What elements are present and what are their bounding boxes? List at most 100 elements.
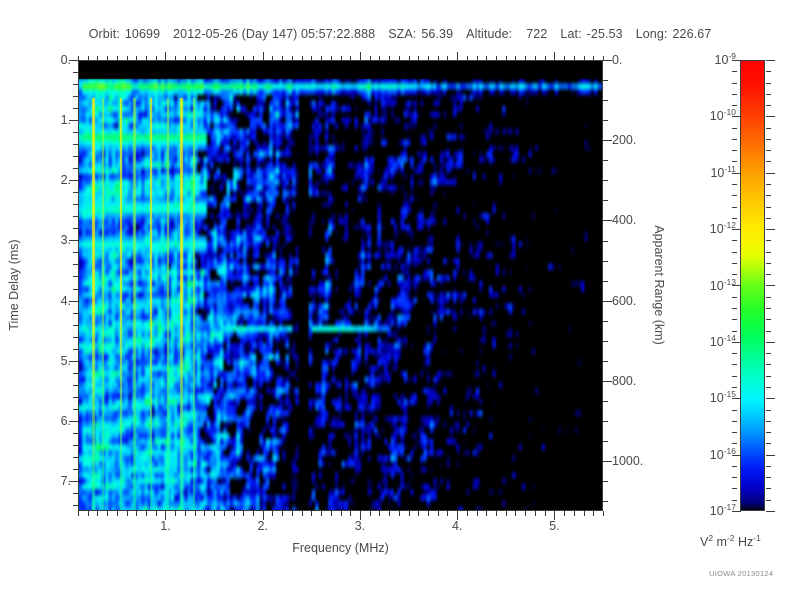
axis-tick bbox=[766, 421, 771, 422]
axis-tick bbox=[73, 313, 78, 314]
y-axis-tick-label: 6. bbox=[60, 413, 71, 428]
axis-tick bbox=[732, 60, 741, 61]
axis-tick bbox=[73, 204, 78, 205]
spectrogram-panel bbox=[78, 60, 603, 511]
axis-tick bbox=[389, 511, 390, 516]
axis-tick bbox=[146, 511, 147, 516]
axis-tick bbox=[593, 511, 594, 516]
axis-tick bbox=[766, 218, 771, 219]
axis-tick bbox=[457, 52, 458, 61]
y-axis-tick-label: 5. bbox=[60, 353, 71, 368]
y2-axis-tick-label: 0. bbox=[612, 53, 623, 67]
axis-tick bbox=[73, 168, 78, 169]
axis-tick bbox=[73, 72, 78, 73]
colorbar-tick-label: 10-10 bbox=[709, 107, 736, 124]
axis-tick bbox=[574, 511, 575, 516]
axis-tick bbox=[732, 285, 741, 286]
axis-tick bbox=[506, 56, 507, 61]
axis-tick bbox=[732, 477, 737, 478]
axis-tick bbox=[341, 56, 342, 61]
axis-tick bbox=[73, 373, 78, 374]
axis-tick bbox=[732, 83, 737, 84]
axis-tick bbox=[766, 139, 771, 140]
axis-tick bbox=[370, 511, 371, 516]
axis-tick bbox=[73, 216, 78, 217]
axis-tick bbox=[732, 342, 741, 343]
axis-tick bbox=[146, 56, 147, 61]
axis-tick bbox=[574, 56, 575, 61]
axis-tick bbox=[477, 511, 478, 516]
axis-tick bbox=[603, 281, 608, 282]
axis-tick bbox=[732, 443, 737, 444]
axis-tick bbox=[73, 433, 78, 434]
axis-tick bbox=[73, 264, 78, 265]
axis-tick bbox=[175, 511, 176, 516]
axis-tick bbox=[73, 228, 78, 229]
axis-tick bbox=[732, 308, 737, 309]
axis-tick bbox=[263, 511, 264, 520]
axis-tick bbox=[766, 71, 771, 72]
axis-tick bbox=[732, 364, 737, 365]
axis-tick bbox=[311, 511, 312, 516]
y2-axis-labels: 0. 200. 400. 600. 800. 1000. bbox=[612, 53, 652, 511]
axis-tick bbox=[73, 469, 78, 470]
axis-tick bbox=[766, 387, 771, 388]
axis-tick bbox=[292, 511, 293, 516]
axis-tick bbox=[69, 60, 78, 61]
axis-tick bbox=[69, 481, 78, 482]
axis-tick bbox=[73, 96, 78, 97]
y-axis-tick-label: 7. bbox=[60, 473, 71, 488]
axis-tick bbox=[766, 240, 771, 241]
axis-tick bbox=[603, 321, 608, 322]
axis-tick bbox=[766, 477, 771, 478]
axis-tick bbox=[418, 511, 419, 516]
axis-tick bbox=[584, 56, 585, 61]
axis-tick bbox=[204, 511, 205, 516]
colorbar-tick-label: 10-14 bbox=[709, 332, 736, 349]
axis-tick bbox=[127, 56, 128, 61]
axis-tick bbox=[732, 353, 737, 354]
colorbar bbox=[740, 60, 765, 511]
axis-tick bbox=[136, 56, 137, 61]
axis-tick bbox=[447, 511, 448, 516]
axis-tick bbox=[447, 56, 448, 61]
axis-tick bbox=[438, 511, 439, 516]
axis-tick bbox=[360, 511, 361, 520]
axis-tick bbox=[766, 297, 771, 298]
axis-tick bbox=[73, 276, 78, 277]
axis-tick bbox=[409, 56, 410, 61]
axis-tick bbox=[732, 195, 737, 196]
datetime-value: 2012-05-26 (Day 147) 05:57:22.888 bbox=[173, 27, 376, 41]
figure-credit: UIOWA 20130124 bbox=[709, 569, 774, 578]
axis-tick bbox=[234, 511, 235, 516]
axis-tick bbox=[272, 56, 273, 61]
axis-tick bbox=[732, 511, 741, 512]
axis-tick bbox=[195, 56, 196, 61]
axis-tick bbox=[603, 361, 608, 362]
axis-tick bbox=[185, 511, 186, 516]
x-axis-tick-label: 2. bbox=[257, 519, 268, 533]
colorbar-tick-label: 10-16 bbox=[709, 445, 736, 462]
axis-tick bbox=[73, 132, 78, 133]
axis-tick bbox=[766, 364, 771, 365]
axis-tick bbox=[525, 56, 526, 61]
axis-tick bbox=[73, 84, 78, 85]
axis-tick bbox=[165, 511, 166, 520]
axis-tick bbox=[732, 421, 737, 422]
axis-tick bbox=[766, 398, 775, 399]
axis-tick bbox=[766, 150, 771, 151]
axis-tick bbox=[766, 410, 771, 411]
axis-tick bbox=[73, 409, 78, 410]
axis-tick bbox=[302, 511, 303, 516]
axis-tick bbox=[766, 331, 771, 332]
sza-label: SZA: bbox=[388, 27, 417, 41]
axis-tick bbox=[282, 56, 283, 61]
x-axis-ticks bbox=[78, 511, 604, 520]
axis-tick bbox=[554, 511, 555, 520]
axis-tick bbox=[766, 252, 771, 253]
axis-tick bbox=[496, 56, 497, 61]
x-axis-tick-label: 5. bbox=[549, 519, 560, 533]
axis-tick bbox=[341, 511, 342, 516]
axis-tick bbox=[486, 511, 487, 516]
